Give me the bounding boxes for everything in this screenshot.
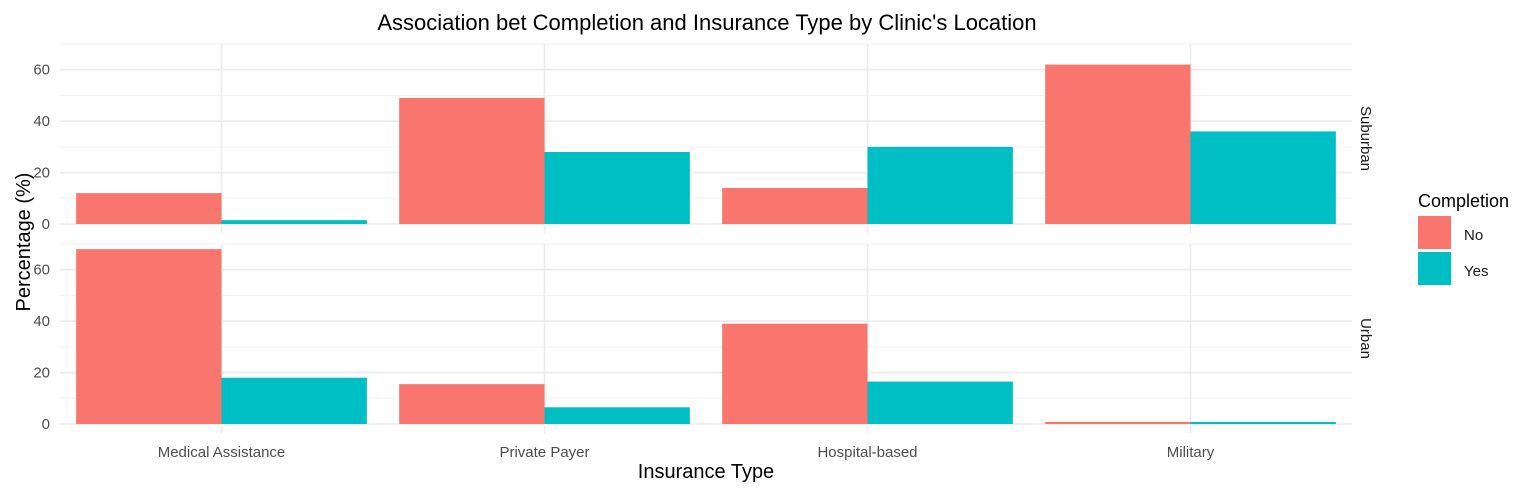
y-tick-label: 40 [33,113,50,130]
bar-urban-no [1045,421,1191,424]
x-tick-label: Private Payer [499,444,589,461]
y-tick-label: 40 [33,313,50,330]
chart-title: Association bet Completion and Insurance… [377,10,1036,35]
facet-strip-label: Urban [1357,318,1374,359]
bar-suburban-yes [867,146,1013,224]
y-tick-label: 60 [33,62,50,79]
bar-suburban-no [722,188,868,224]
bar-suburban-no [399,98,545,224]
bar-urban-no [76,249,222,424]
x-tick-label: Medical Assistance [158,444,286,461]
bar-urban-yes [867,381,1013,424]
bar-urban-no [399,384,545,424]
y-tick-label: 20 [33,165,50,182]
legend-key-no [1418,216,1451,249]
bar-suburban-no [1045,64,1191,224]
facet-strip-label: Suburban [1357,106,1374,171]
legend-label-no: No [1464,227,1483,244]
label-layer: 0 20 40 60 Suburban 0 20 40 60 Urban Medical Assis… [33,62,1374,461]
legend-label-yes: Yes [1464,263,1488,280]
bar-urban-yes [1190,421,1336,424]
y-tick-label: 60 [33,262,50,279]
y-tick-label: 20 [33,365,50,382]
bar-urban-no [722,323,868,424]
y-tick-label: 0 [42,416,50,433]
legend-key-yes [1418,252,1451,285]
bar-layer [76,64,1336,424]
bar-urban-yes [221,377,367,424]
x-axis-title: Insurance Type [638,461,774,483]
bar-suburban-yes [1190,131,1336,224]
legend: Completion No Yes [1418,191,1509,285]
legend-title: Completion [1418,191,1509,211]
x-tick-label: Hospital-based [817,444,917,461]
y-tick-label: 0 [42,216,50,233]
bar-suburban-no [76,193,222,224]
bar-suburban-yes [544,152,690,224]
x-tick-label: Military [1167,444,1215,461]
y-axis-title: Percentage (%) [13,173,35,312]
bar-urban-yes [544,407,690,424]
bar-suburban-yes [221,220,367,224]
